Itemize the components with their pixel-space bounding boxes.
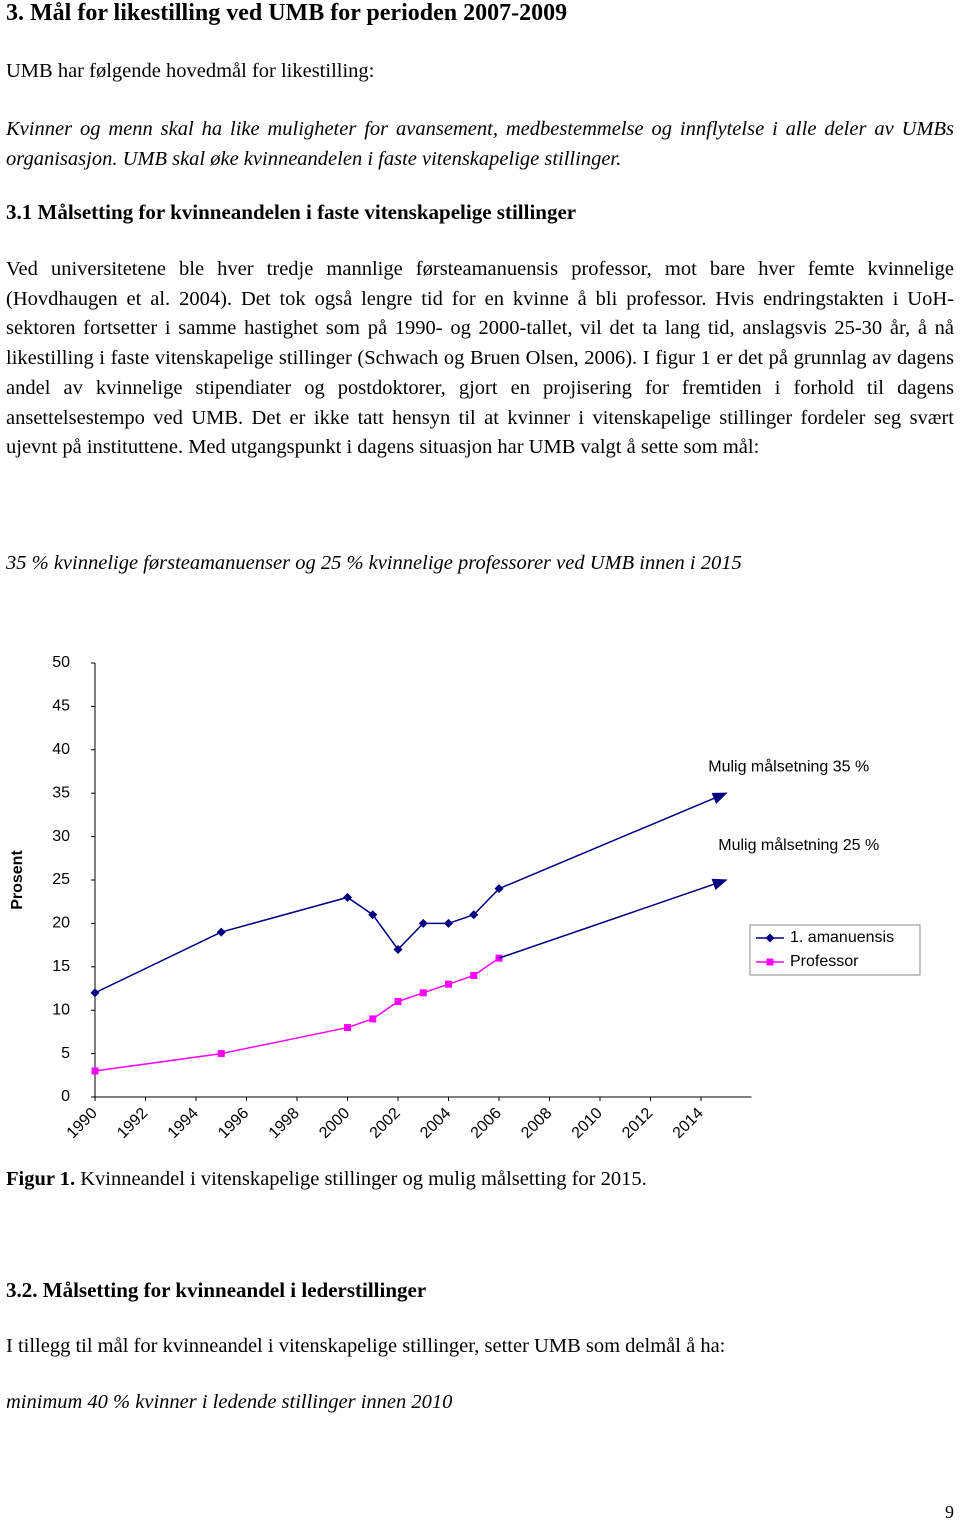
point	[393, 944, 403, 954]
caption-text: Kvinneandel i vitenskapelige stillinger …	[80, 1168, 647, 1190]
y-tick-label: 35	[52, 784, 70, 801]
point	[445, 980, 452, 988]
x-tick-label: 1990	[64, 1105, 101, 1142]
point	[343, 892, 352, 902]
paragraph: minimum 40 % kvinner i ledende stillinge…	[6, 1391, 453, 1413]
point	[90, 988, 100, 998]
x-tick-label: 2006	[468, 1105, 505, 1142]
x-tick-label: 1998	[266, 1105, 303, 1142]
caption: Figur 1. Kvinneandel i vitenskapelige st…	[6, 1168, 954, 1191]
x-tick-label: 1994	[165, 1105, 202, 1142]
paragraph: I tillegg til mål for kvinneandel i vite…	[6, 1335, 726, 1357]
point	[418, 918, 428, 928]
paragraph: 35 % kvinnelige førsteamanuenser og 25 %…	[6, 552, 742, 574]
chart: Prosent 0 5 10 15 20 25 30 35 40 45 50 1990 1992 1994…	[9, 654, 921, 1142]
heading: 3. Mål for likestilling ved UMB for peri…	[6, 0, 568, 26]
point	[368, 910, 378, 920]
point	[394, 998, 402, 1006]
legend-marker	[765, 933, 775, 943]
annotation: Mulig målsetning 35 %	[708, 757, 869, 775]
heading: 3.2. Målsetting for kvinneandel i leders…	[6, 1278, 427, 1302]
y-tick-label: 25	[52, 871, 70, 888]
point	[470, 971, 478, 979]
x-tick-label: 1992	[114, 1105, 151, 1142]
y-tick-label: 5	[61, 1045, 70, 1062]
x-tick-label: 2010	[569, 1105, 606, 1142]
legend-box	[749, 924, 921, 976]
target-arrow	[498, 878, 728, 959]
legend-marker	[766, 958, 774, 966]
point	[217, 1050, 225, 1058]
point	[216, 927, 226, 937]
y-tick-label: 0	[61, 1088, 70, 1105]
x-tick-label: 1996	[215, 1105, 252, 1142]
point	[91, 1067, 99, 1075]
paragraph: UMB har følgende hovedmål for likestilli…	[6, 60, 375, 82]
x-tick-label: 2008	[518, 1105, 555, 1142]
series-line	[94, 888, 500, 994]
paragraph: Kvinner og menn skal ha like muligheter …	[6, 118, 954, 170]
y-tick-label: 30	[52, 828, 70, 845]
y-axis-label: Prosent	[9, 850, 26, 910]
y-tick-label: 45	[52, 698, 70, 715]
legend-label: 1. amanuensis	[790, 929, 894, 946]
target-arrow	[498, 792, 728, 890]
page-number: 9	[945, 1502, 954, 1522]
point	[469, 910, 479, 920]
point	[419, 989, 427, 997]
legend-label: Professor	[790, 953, 859, 970]
point	[444, 918, 453, 928]
x-tick-label: 2014	[670, 1105, 707, 1142]
series-line	[94, 957, 500, 1072]
paragraph: Ved universitetene ble hver tredje mannl…	[6, 258, 954, 459]
point	[369, 1015, 377, 1023]
heading: 3.1 Målsetting for kvinneandelen i faste…	[6, 200, 577, 224]
y-tick-label: 50	[52, 654, 70, 671]
annotation: Mulig målsetning 25 %	[718, 836, 879, 854]
x-tick-label: 2002	[367, 1105, 404, 1142]
x-tick-label: 2004	[417, 1105, 454, 1142]
x-tick-label: 2000	[316, 1105, 353, 1142]
x-tick-label: 2012	[619, 1105, 656, 1142]
point	[344, 1024, 351, 1032]
caption-label: Figur 1.	[6, 1168, 76, 1190]
y-tick-label: 20	[52, 915, 70, 932]
y-tick-label: 15	[52, 958, 70, 975]
y-tick-label: 40	[52, 741, 70, 758]
y-tick-label: 10	[52, 1001, 70, 1018]
